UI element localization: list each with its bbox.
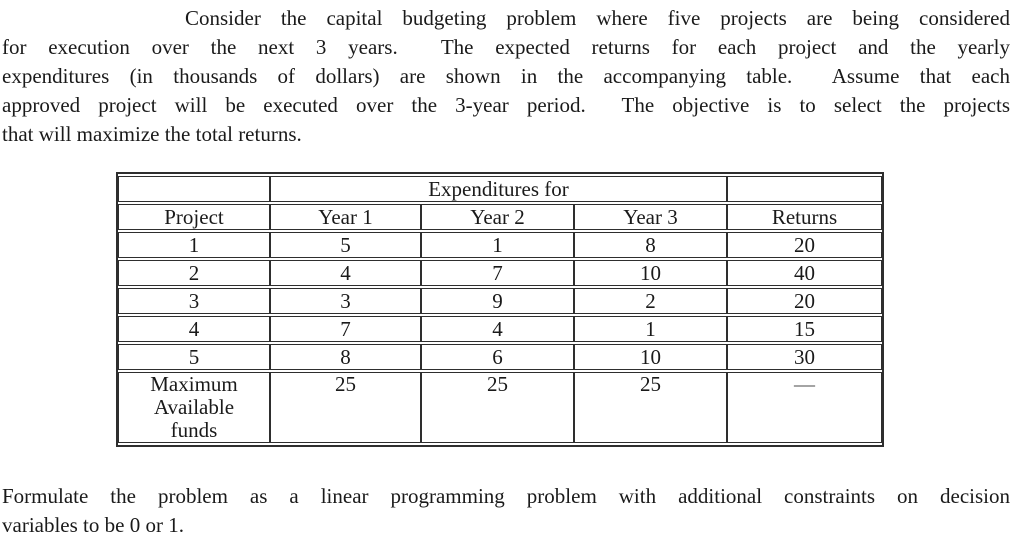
column-header-year3: Year 3 bbox=[574, 204, 727, 230]
paragraph-line: variables to be 0 or 1. bbox=[2, 513, 184, 537]
year3-cell: 1 bbox=[574, 316, 727, 342]
paragraph-line: for execution over the next 3 years. The… bbox=[2, 35, 1010, 59]
year1-cell: 8 bbox=[270, 344, 421, 370]
intro-paragraph: Consider the capital budgeting problem w… bbox=[2, 4, 1010, 149]
column-header-row: Project Year 1 Year 2 Year 3 Returns bbox=[118, 204, 882, 230]
table-row: 1 5 1 8 20 bbox=[118, 232, 882, 258]
returns-dash-cell: — bbox=[727, 372, 882, 443]
project-cell: 1 bbox=[118, 232, 270, 258]
year2-cell: 25 bbox=[421, 372, 574, 443]
year2-cell: 6 bbox=[421, 344, 574, 370]
returns-cell: 20 bbox=[727, 288, 882, 314]
paragraph-line: Consider the capital budgeting problem w… bbox=[185, 6, 1010, 30]
max-funds-label-cell: Maximum Available funds bbox=[118, 372, 270, 443]
year1-cell: 4 bbox=[270, 260, 421, 286]
expenditures-table: Expenditures for Project Year 1 Year 2 Y… bbox=[116, 172, 884, 447]
paragraph-line: that will maximize the total returns. bbox=[2, 122, 302, 146]
year1-cell: 3 bbox=[270, 288, 421, 314]
year3-cell: 10 bbox=[574, 260, 727, 286]
column-header-year1: Year 1 bbox=[270, 204, 421, 230]
table-row: 2 4 7 10 40 bbox=[118, 260, 882, 286]
year1-cell: 5 bbox=[270, 232, 421, 258]
paragraph-line: Formulate the problem as a linear progra… bbox=[2, 484, 1010, 508]
year3-cell: 25 bbox=[574, 372, 727, 443]
project-cell: 4 bbox=[118, 316, 270, 342]
year1-cell: 7 bbox=[270, 316, 421, 342]
year2-cell: 4 bbox=[421, 316, 574, 342]
year2-cell: 7 bbox=[421, 260, 574, 286]
returns-cell: 20 bbox=[727, 232, 882, 258]
year2-cell: 1 bbox=[421, 232, 574, 258]
project-cell: 2 bbox=[118, 260, 270, 286]
empty-header-cell bbox=[118, 176, 270, 202]
max-funds-label: Maximum Available funds bbox=[150, 372, 238, 442]
year3-cell: 8 bbox=[574, 232, 727, 258]
closing-paragraph: Formulate the problem as a linear progra… bbox=[2, 482, 1010, 540]
year3-cell: 10 bbox=[574, 344, 727, 370]
table-row: 4 7 4 1 15 bbox=[118, 316, 882, 342]
year2-cell: 9 bbox=[421, 288, 574, 314]
year1-cell: 25 bbox=[270, 372, 421, 443]
project-cell: 5 bbox=[118, 344, 270, 370]
project-cell: 3 bbox=[118, 288, 270, 314]
year3-cell: 2 bbox=[574, 288, 727, 314]
column-header-returns: Returns bbox=[727, 204, 882, 230]
returns-cell: 15 bbox=[727, 316, 882, 342]
table-row: 5 8 6 10 30 bbox=[118, 344, 882, 370]
column-header-project: Project bbox=[118, 204, 270, 230]
returns-cell: 40 bbox=[727, 260, 882, 286]
empty-header-cell bbox=[727, 176, 882, 202]
group-header-row: Expenditures for bbox=[118, 176, 882, 202]
column-header-year2: Year 2 bbox=[421, 204, 574, 230]
paragraph-line: approved project will be executed over t… bbox=[2, 93, 1010, 117]
returns-cell: 30 bbox=[727, 344, 882, 370]
group-header-cell: Expenditures for bbox=[270, 176, 727, 202]
table-row: 3 3 9 2 20 bbox=[118, 288, 882, 314]
paragraph-line: expenditures (in thousands of dollars) a… bbox=[2, 64, 1010, 88]
max-funds-row: Maximum Available funds 25 25 25 — bbox=[118, 372, 882, 443]
